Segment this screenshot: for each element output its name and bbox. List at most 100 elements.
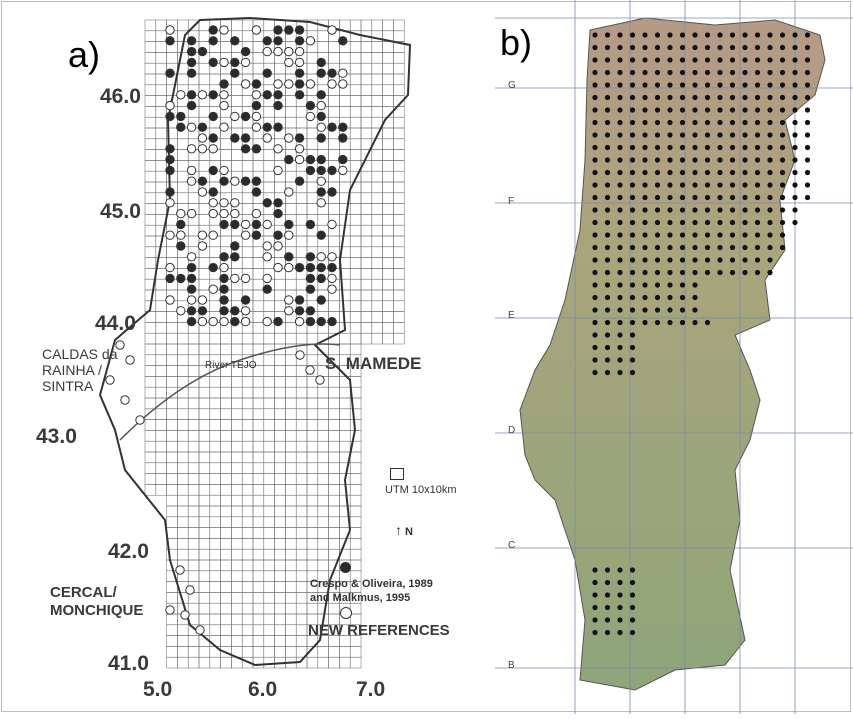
grid-cell bbox=[263, 376, 275, 388]
grid-cell bbox=[177, 354, 189, 366]
occurrence-dot bbox=[327, 273, 337, 284]
occurrence-dot bbox=[327, 165, 337, 176]
legend-filled-line1: Crespo & Oliveira, 1989 bbox=[310, 578, 433, 590]
grid-cell bbox=[295, 548, 308, 561]
occurrence-dot bbox=[230, 208, 240, 219]
occurrence-dot bbox=[197, 176, 208, 186]
occurrence-dot bbox=[262, 252, 272, 262]
grid-cell bbox=[274, 440, 286, 453]
grid-cell bbox=[209, 581, 221, 593]
occurrence-dot bbox=[262, 68, 272, 78]
occurrence-dot bbox=[792, 119, 798, 126]
grid-cell bbox=[393, 181, 405, 194]
occurrence-dot bbox=[617, 294, 623, 301]
grid-cell bbox=[371, 214, 383, 226]
occurrence-dot bbox=[604, 107, 611, 113]
occurrence-dot bbox=[251, 90, 262, 100]
occurrence-dot bbox=[704, 244, 711, 251]
occurrence-dot bbox=[604, 319, 611, 326]
grid-cell bbox=[220, 440, 232, 453]
occurrence-dot bbox=[642, 132, 648, 138]
occurrence-dot bbox=[742, 207, 748, 213]
grid-cell bbox=[220, 592, 232, 604]
occurrence-dot bbox=[617, 369, 623, 376]
occurrence-dot bbox=[230, 176, 240, 186]
occurrence-dot bbox=[804, 157, 811, 163]
occurrence-dot bbox=[617, 94, 623, 101]
occurrence-dot bbox=[294, 90, 305, 100]
occurrence-dot bbox=[240, 306, 251, 316]
grid-cell bbox=[317, 430, 329, 442]
grid-cell bbox=[144, 484, 157, 496]
occurrence-dot bbox=[240, 144, 251, 154]
grid-cell bbox=[295, 462, 308, 474]
grid-cell bbox=[382, 246, 394, 258]
occurrence-dot bbox=[742, 244, 748, 251]
grid-cell bbox=[177, 505, 189, 518]
portugal-relief-b bbox=[519, 17, 826, 691]
panel-b-label: b) bbox=[500, 22, 533, 63]
occurrence-dot bbox=[604, 369, 611, 376]
grid-cell bbox=[209, 419, 221, 431]
grid-cell bbox=[187, 656, 200, 669]
grid-cell bbox=[306, 52, 319, 64]
grid-cell bbox=[306, 538, 319, 550]
occurrence-dot bbox=[654, 219, 661, 226]
grid-cell bbox=[241, 602, 254, 615]
occurrence-dot bbox=[704, 144, 711, 151]
grid-cell bbox=[198, 613, 211, 626]
occurrence-dot bbox=[754, 69, 761, 76]
occurrence-dot bbox=[704, 194, 711, 201]
grid-cell bbox=[155, 116, 167, 129]
grid-cell bbox=[144, 419, 157, 431]
grid-cell bbox=[198, 527, 211, 539]
grid-cell bbox=[349, 462, 362, 474]
grid-cell bbox=[187, 451, 200, 464]
occurrence-dot bbox=[219, 219, 229, 230]
grid-cell bbox=[306, 419, 319, 431]
grid-cell bbox=[177, 419, 189, 431]
grid-cell bbox=[285, 527, 297, 539]
grid-cell bbox=[382, 268, 394, 280]
occurrence-dot bbox=[654, 157, 661, 163]
grid-cell bbox=[241, 203, 254, 215]
occurrence-dot bbox=[804, 32, 811, 38]
grid-cell bbox=[339, 235, 351, 248]
lon-label-6: 6.0 bbox=[248, 678, 278, 701]
occurrence-dot bbox=[629, 82, 636, 88]
grid-cell bbox=[144, 127, 157, 140]
grid-cell bbox=[198, 278, 211, 291]
grid-cell bbox=[349, 192, 362, 204]
grid-cell bbox=[155, 170, 167, 183]
occurrence-dot bbox=[692, 44, 698, 51]
grid-cell bbox=[144, 473, 157, 485]
occurrence-dot bbox=[642, 207, 648, 213]
grid-cell bbox=[231, 84, 243, 96]
grid-cell bbox=[198, 30, 211, 42]
north-arrow-icon: ↑ bbox=[395, 522, 402, 538]
grid-cell bbox=[166, 322, 178, 334]
occurrence-dot bbox=[165, 111, 175, 122]
occurrence-dot bbox=[273, 262, 283, 273]
grid-cell bbox=[285, 408, 297, 420]
grid-cell bbox=[328, 451, 340, 464]
occurrence-dot bbox=[592, 604, 598, 611]
panel-b-relief-map: b) G F E D C B bbox=[495, 0, 853, 714]
occurrence-dot bbox=[294, 176, 305, 186]
grid-cell bbox=[144, 322, 157, 334]
grid-cell bbox=[220, 516, 232, 528]
occurrence-dot bbox=[592, 369, 598, 376]
grid-cell bbox=[371, 73, 383, 86]
grid-cell bbox=[306, 462, 319, 474]
occurrence-dot bbox=[667, 119, 673, 126]
grid-cell bbox=[360, 19, 373, 32]
occurrence-dot bbox=[779, 244, 786, 251]
occurrence-dot bbox=[230, 68, 240, 78]
occurrence-dot bbox=[327, 316, 337, 327]
occurrence-dot bbox=[792, 69, 798, 76]
occurrence-dot bbox=[316, 230, 326, 240]
occurrence-dot bbox=[792, 219, 798, 226]
occurrence-dot bbox=[667, 82, 673, 88]
occurrence-dot bbox=[604, 579, 611, 586]
occurrence-dot bbox=[779, 157, 786, 163]
